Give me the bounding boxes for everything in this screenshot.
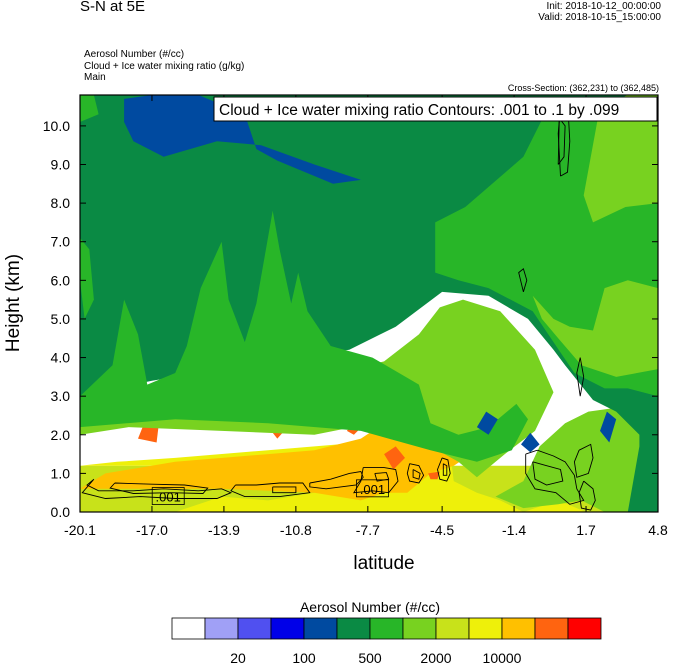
aerosol-region-15 bbox=[80, 210, 528, 462]
colorbar-swatch-5 bbox=[336, 617, 371, 640]
aerosol-region-13 bbox=[532, 280, 658, 377]
contour-label-box-0 bbox=[151, 487, 185, 505]
aerosol-region-21 bbox=[600, 411, 617, 443]
colorbar-swatch-4 bbox=[303, 617, 338, 640]
aerosol-region-19 bbox=[476, 411, 498, 435]
y-axis-label: Height (km) bbox=[3, 254, 24, 352]
colorbar-swatch-7 bbox=[402, 617, 437, 640]
x-tick-label: -4.5 bbox=[430, 522, 454, 538]
cloud-contour-15 bbox=[518, 268, 528, 293]
filled-contour-layer bbox=[80, 95, 658, 512]
y-tick-label: 7.0 bbox=[51, 234, 71, 250]
field-label-main: Main bbox=[84, 72, 106, 83]
y-tick-label: 4.0 bbox=[51, 350, 71, 366]
colorbar-label: 2000 bbox=[420, 650, 451, 666]
cloud-contour-17 bbox=[557, 116, 566, 165]
plot-title: S-N at 5E bbox=[80, 0, 146, 15]
cloud-contour-9 bbox=[437, 457, 451, 482]
cloud-contour-12 bbox=[532, 461, 564, 486]
x-tick-label: 1.7 bbox=[576, 522, 596, 538]
y-tick-label: 6.0 bbox=[51, 272, 71, 288]
aerosol-region-20 bbox=[521, 432, 540, 453]
colorbar-swatch-2 bbox=[237, 617, 272, 640]
y-tick-label: 8.0 bbox=[51, 195, 71, 211]
colorbar-swatch-6 bbox=[369, 617, 404, 640]
x-tick-label: -10.8 bbox=[280, 522, 312, 538]
aerosol-region-5 bbox=[384, 446, 405, 470]
y-tick-label: 5.0 bbox=[51, 311, 71, 327]
aerosol-region-1 bbox=[80, 442, 586, 512]
colorbar-label: 10000 bbox=[483, 650, 522, 666]
cloud-contour-14 bbox=[578, 480, 596, 511]
y-tick-label: 2.0 bbox=[51, 427, 71, 443]
x-tick-label: -17.0 bbox=[136, 522, 168, 538]
colorbar-swatch-3 bbox=[270, 617, 305, 640]
cloud-contour-1 bbox=[109, 482, 209, 494]
cloud-contour-3 bbox=[272, 486, 297, 494]
cloud-contour-2 bbox=[230, 482, 311, 498]
colorbar-label: 100 bbox=[292, 650, 316, 666]
contour-label-1: .001 bbox=[360, 482, 385, 497]
aerosol-region-6 bbox=[428, 471, 440, 480]
colorbar-swatch-9 bbox=[468, 617, 503, 640]
colorbar-swatch-12 bbox=[567, 617, 602, 640]
aerosol-region-18 bbox=[124, 95, 361, 184]
contour-label-layer: .001 .001 bbox=[151, 479, 389, 505]
valid-time-label: Valid: 2018-10-15_15:00:00 bbox=[538, 12, 661, 23]
cloud-contour-layer bbox=[81, 97, 596, 511]
x-tick-label: 4.8 bbox=[648, 522, 668, 538]
contour-info-box bbox=[213, 96, 658, 122]
axes-layer: -20.1 -17.0 -13.9 -10.8 -7.7 -4.5 -1.4 1.7 4.8 0.… bbox=[43, 95, 668, 538]
cloud-contour-8 bbox=[412, 469, 421, 480]
contour-label-box-1 bbox=[356, 479, 389, 498]
aerosol-region-10 bbox=[495, 407, 658, 512]
cloud-contour-18 bbox=[576, 357, 585, 397]
aerosol-region-14 bbox=[583, 95, 658, 223]
cross-section-label: Cross-Section: (362,231) to (362,485) bbox=[507, 83, 659, 93]
colorbar-swatch-10 bbox=[501, 617, 536, 640]
x-tick-label: -7.7 bbox=[356, 522, 380, 538]
y-tick-label: 1.0 bbox=[51, 465, 71, 481]
init-time-label: Init: 2018-10-12_00:00:00 bbox=[546, 1, 661, 12]
aerosol-region-16 bbox=[80, 237, 94, 319]
plot-frame bbox=[79, 94, 659, 513]
y-tick-label: 0.0 bbox=[51, 504, 71, 520]
x-tick-label: -1.4 bbox=[502, 522, 526, 538]
y-tick-label: 9.0 bbox=[51, 157, 71, 173]
x-tick-label: -20.1 bbox=[64, 522, 96, 538]
cloud-contour-10 bbox=[442, 463, 448, 476]
field-label-aerosol: Aerosol Number (#/cc) bbox=[84, 49, 185, 60]
colorbar-swatch-0 bbox=[171, 617, 206, 640]
colorbar-swatch-8 bbox=[435, 617, 470, 640]
colorbar-swatch-11 bbox=[534, 617, 569, 640]
aerosol-region-17 bbox=[80, 95, 99, 122]
cloud-contour-7 bbox=[406, 463, 425, 484]
colorbar-label: 20 bbox=[230, 650, 246, 666]
colorbar-label: 500 bbox=[358, 650, 382, 666]
cloud-contour-0 bbox=[81, 478, 233, 499]
cloud-contour-6 bbox=[374, 472, 390, 482]
chart-title: Cloud + Ice water mixing ratio Contours:… bbox=[219, 102, 619, 119]
contour-label-0: .001 bbox=[156, 490, 181, 505]
colorbar-title: Aerosol Number (#/cc) bbox=[300, 599, 440, 615]
colorbar-swatch-1 bbox=[204, 617, 239, 640]
field-label-cloud-ice: Cloud + Ice water mixing ratio (g/kg) bbox=[84, 61, 245, 72]
y-tick-label: 10.0 bbox=[43, 118, 70, 134]
y-tick-label: 3.0 bbox=[51, 388, 71, 404]
colorbar: 20 100 500 2000 10000 bbox=[171, 617, 602, 666]
x-axis-label: latitude bbox=[353, 553, 414, 574]
cloud-contour-13 bbox=[573, 443, 594, 478]
x-tick-label: -13.9 bbox=[208, 522, 240, 538]
cloud-contour-11 bbox=[525, 449, 585, 505]
cloud-contour-4 bbox=[309, 470, 364, 490]
